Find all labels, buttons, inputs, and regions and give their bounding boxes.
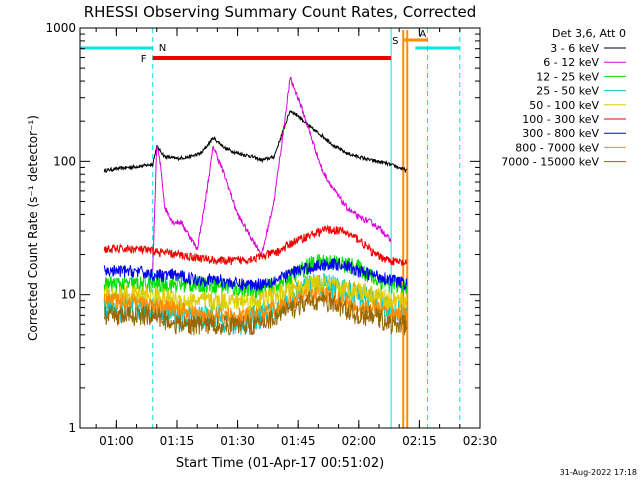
series-line [103, 274, 408, 313]
y-tick-label: 100 [53, 154, 76, 168]
flag-label-flare: F [141, 54, 147, 65]
legend-label: 50 - 100 keV [529, 99, 599, 112]
legend-label: 25 - 50 keV [536, 85, 599, 98]
flag-layer: N S F A [80, 28, 461, 428]
flag-label-attenuator: A [419, 29, 426, 40]
y-tick-label: 1 [68, 421, 76, 435]
series-line [103, 224, 408, 266]
series-line [152, 76, 392, 271]
x-tick-label: 01:30 [220, 434, 255, 448]
legend-label: 3 - 6 keV [550, 42, 599, 55]
y-tick-label: 1000 [45, 21, 76, 35]
flag-label-saa: S [392, 36, 398, 47]
legend-label: 800 - 7000 keV [515, 141, 599, 154]
legend-label: 100 - 300 keV [522, 113, 599, 126]
legend-title: Det 3,6, Att 0 [552, 27, 626, 40]
x-tick-label: 02:00 [341, 434, 376, 448]
legend-label: 300 - 800 keV [522, 127, 599, 140]
chart-title: RHESSI Observing Summary Count Rates, Co… [84, 3, 477, 21]
y-axis-label: Corrected Count Rate (s⁻¹ detector⁻¹) [26, 115, 40, 341]
x-tick-label: 02:15 [402, 434, 437, 448]
x-tick-label: 01:00 [99, 434, 134, 448]
y-tick-label: 10 [61, 288, 76, 302]
x-tick-label: 02:30 [463, 434, 498, 448]
timestamp: 31-Aug-2022 17:18 [560, 468, 637, 477]
x-axis: 01:00 01:15 01:30 01:45 02:00 02:15 02:30 [95, 28, 498, 448]
legend-label: 12 - 25 keV [536, 70, 599, 83]
series-line [103, 110, 408, 174]
series-line [103, 286, 408, 327]
series-layer [103, 76, 408, 336]
legend-label: 7000 - 15000 keV [501, 156, 599, 169]
series-line [103, 257, 408, 292]
legend-label: 6 - 12 keV [543, 56, 599, 69]
x-tick-label: 01:15 [160, 434, 195, 448]
y-axis: 1 10 100 1000 [45, 21, 480, 435]
series-line [103, 290, 408, 336]
flag-label-night: N [159, 43, 166, 54]
plot-frame [79, 27, 481, 429]
x-axis-label: Start Time (01-Apr-17 00:51:02) [176, 456, 384, 471]
x-tick-label: 01:45 [281, 434, 316, 448]
